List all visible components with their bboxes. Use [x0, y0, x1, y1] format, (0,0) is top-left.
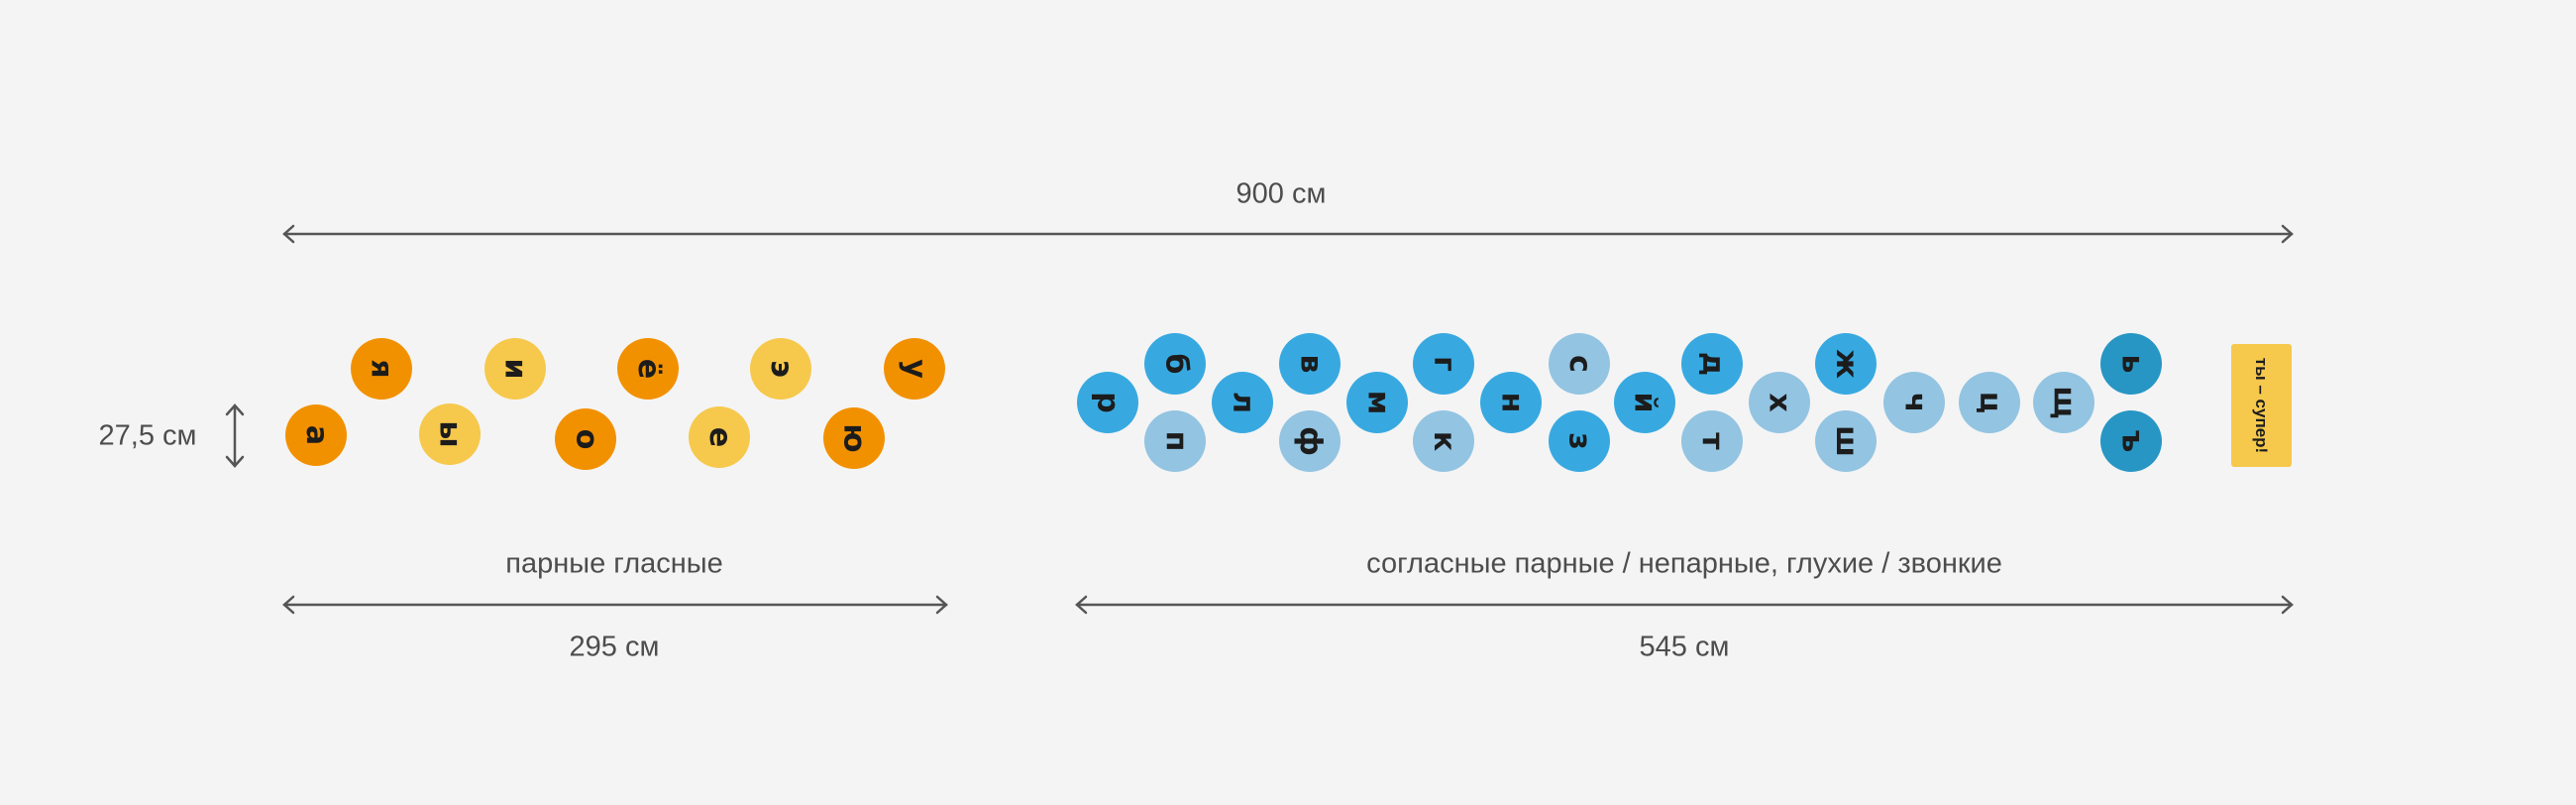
- vowels-caption: парные гласные: [505, 547, 723, 580]
- tile-letter: с: [1561, 355, 1597, 373]
- consonants-width-arrow: [1075, 595, 2294, 615]
- tile-letter: т: [1694, 432, 1730, 450]
- consonant-tile: т: [1681, 410, 1743, 472]
- tile-letter: а: [299, 424, 334, 446]
- total-width-arrow: [282, 224, 2294, 244]
- vowel-tile: у: [884, 338, 945, 400]
- consonants-width-label: 545 см: [1639, 631, 1730, 663]
- consonants-caption: согласные парные / непарные, глухие / зв…: [1366, 547, 2002, 580]
- consonant-tile: ш: [1815, 410, 1877, 472]
- tile-letter: у: [898, 359, 932, 379]
- vowel-tile: о: [555, 408, 616, 470]
- consonant-tile: ч: [1883, 372, 1945, 433]
- tile-letter: ты – супер!: [2252, 357, 2272, 454]
- consonant-tile: л: [1212, 372, 1273, 433]
- consonant-tile: з: [1549, 410, 1610, 472]
- vowel-tile: я: [351, 338, 412, 400]
- tile-letter: ё: [630, 358, 666, 380]
- vowel-tile: ю: [823, 407, 885, 469]
- tile-letter: б: [1157, 353, 1193, 375]
- vowel-tile: а: [285, 404, 347, 466]
- tile-letter: ч: [1896, 392, 1932, 413]
- vowel-tile: и: [484, 338, 546, 400]
- tile-letter: ш: [1829, 425, 1864, 457]
- consonant-tile: щ: [2033, 372, 2094, 433]
- sign-tile: ь: [2100, 333, 2162, 395]
- tile-letter: щ: [2046, 386, 2082, 419]
- consonant-tile: й: [1614, 372, 1675, 433]
- consonant-tile: г: [1413, 333, 1474, 395]
- tile-letter: д: [1694, 351, 1730, 377]
- tile-letter: ц: [1973, 391, 2007, 414]
- tile-letter: г: [1427, 356, 1461, 372]
- consonant-tile: с: [1549, 333, 1610, 395]
- vowel-tile: е: [689, 406, 750, 468]
- tile-letter: э: [763, 360, 799, 378]
- consonant-tile: ж: [1815, 333, 1877, 395]
- tile-letter: и: [498, 358, 533, 380]
- vowel-tile: ё: [617, 338, 679, 400]
- consonant-tile: ф: [1279, 410, 1341, 472]
- consonant-tile: м: [1346, 372, 1408, 433]
- consonant-tile: д: [1681, 333, 1743, 395]
- consonant-tile: к: [1413, 410, 1474, 472]
- height-label: 27,5 см: [98, 419, 197, 452]
- consonant-tile: н: [1480, 372, 1542, 433]
- tile-letter: ъ: [2113, 429, 2149, 453]
- tile-letter: ф: [1292, 426, 1328, 456]
- tile-letter: й: [1628, 392, 1663, 413]
- tile-letter: з: [1562, 432, 1597, 450]
- consonant-tile: б: [1144, 333, 1206, 395]
- consonant-tile: ц: [1959, 372, 2020, 433]
- vowels-width-arrow: [282, 595, 948, 615]
- vowels-width-label: 295 см: [569, 631, 660, 663]
- vowel-tile: ы: [419, 403, 481, 465]
- consonant-tile: р: [1077, 372, 1138, 433]
- tile-letter: ю: [836, 423, 872, 453]
- tile-letter: л: [1225, 392, 1260, 413]
- tile-letter: п: [1157, 430, 1193, 452]
- total-width-label: 900 см: [1235, 177, 1327, 210]
- sign-tile: ъ: [2100, 410, 2162, 472]
- tile-letter: в: [1292, 354, 1328, 374]
- tile-letter: е: [701, 426, 737, 448]
- height-arrow: [225, 403, 245, 468]
- tile-letter: х: [1762, 393, 1797, 412]
- tile-letter: к: [1427, 430, 1461, 452]
- vowel-tile: э: [750, 338, 811, 400]
- consonant-tile: п: [1144, 410, 1206, 472]
- tile-letter: р: [1090, 392, 1126, 413]
- tile-letter: м: [1360, 390, 1395, 415]
- consonant-tile: х: [1749, 372, 1810, 433]
- tile-letter: ь: [2113, 354, 2149, 374]
- consonant-tile: в: [1279, 333, 1341, 395]
- tile-letter: ж: [1828, 349, 1864, 379]
- tile-letter: н: [1493, 392, 1529, 413]
- tile-letter: ы: [432, 420, 468, 448]
- finish-badge: ты – супер!: [2231, 344, 2292, 467]
- tile-letter: о: [569, 428, 603, 450]
- tile-letter: я: [364, 359, 399, 379]
